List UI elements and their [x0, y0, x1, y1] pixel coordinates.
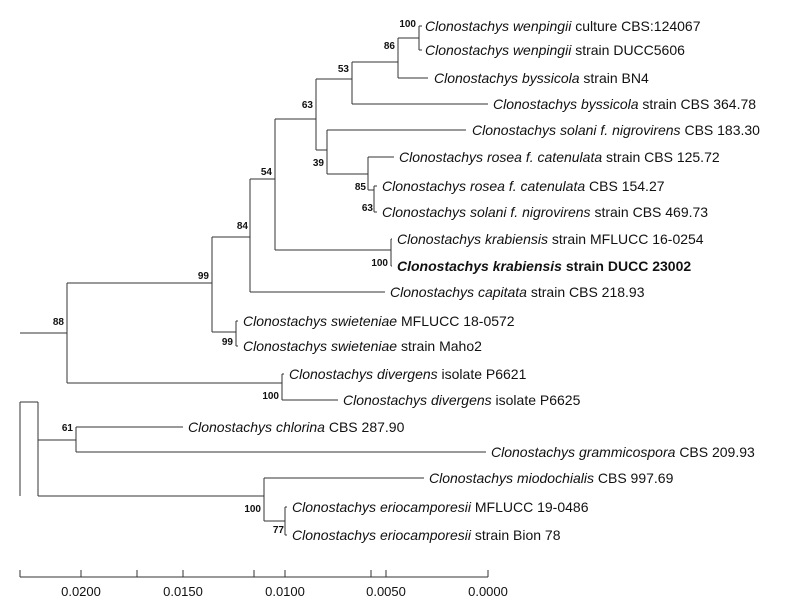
taxon-label: Clonostachys solani f. nigrovirens strai… — [382, 204, 708, 220]
bootstrap-value: 77 — [273, 525, 285, 536]
bootstrap-value: 100 — [371, 258, 388, 269]
scale-tick-label: 0.0100 — [265, 584, 305, 599]
scale-tick-label: 0.0150 — [163, 584, 203, 599]
bootstrap-value: 99 — [198, 271, 210, 282]
bootstrap-value: 85 — [355, 182, 367, 193]
taxon-label: Clonostachys miodochialis CBS 997.69 — [429, 470, 674, 486]
bootstrap-value: 99 — [222, 337, 234, 348]
bootstrap-value: 100 — [244, 504, 261, 515]
scale-tick-label: 0.0050 — [366, 584, 406, 599]
bootstrap-value: 39 — [313, 158, 325, 169]
taxon-label: Clonostachys capitata strain CBS 218.93 — [390, 284, 645, 300]
taxon-label: Clonostachys eriocamporesii MFLUCC 19-04… — [292, 499, 589, 515]
bootstrap-value: 88 — [53, 317, 65, 328]
bootstrap-value: 63 — [302, 100, 314, 111]
bootstrap-value: 63 — [362, 203, 374, 214]
scale-axis: 0.0200 0.0150 0.0100 0.0050 0.0000 — [19, 570, 508, 599]
taxon-label: Clonostachys wenpingii culture CBS:12406… — [425, 18, 701, 34]
taxon-label: Clonostachys grammicospora CBS 209.93 — [491, 444, 755, 460]
bootstrap-value: 54 — [261, 167, 273, 178]
tree-branches — [19, 25, 488, 536]
taxon-label: Clonostachys swieteniae strain Maho2 — [243, 338, 482, 354]
taxon-label: Clonostachys chlorina CBS 287.90 — [188, 419, 405, 435]
taxa-labels: Clonostachys wenpingii culture CBS:12406… — [188, 18, 760, 543]
taxon-label: Clonostachys krabiensis strain MFLUCC 16… — [397, 231, 704, 247]
taxon-label: Clonostachys byssicola strain BN4 — [434, 70, 649, 86]
taxon-label: Clonostachys rosea f. catenulata CBS 154… — [382, 178, 665, 194]
scale-tick-label: 0.0200 — [61, 584, 101, 599]
bootstrap-values: 100 86 53 63 39 85 63 54 100 84 99 99 88… — [53, 19, 417, 536]
bootstrap-value: 84 — [237, 221, 249, 232]
bootstrap-value: 53 — [338, 64, 350, 75]
bootstrap-value: 100 — [262, 391, 279, 402]
taxon-label: Clonostachys divergens isolate P6625 — [343, 392, 581, 408]
taxon-label: Clonostachys wenpingii strain DUCC5606 — [425, 42, 685, 58]
taxon-label: Clonostachys swieteniae MFLUCC 18-0572 — [243, 313, 515, 329]
taxon-label: Clonostachys divergens isolate P6621 — [289, 366, 527, 382]
taxon-label: Clonostachys eriocamporesii strain Bion … — [292, 527, 561, 543]
bootstrap-value: 61 — [62, 423, 74, 434]
scale-tick-label: 0.0000 — [468, 584, 508, 599]
bootstrap-value: 86 — [384, 41, 396, 52]
taxon-label: Clonostachys solani f. nigrovirens CBS 1… — [472, 122, 760, 138]
taxon-label-highlighted: Clonostachys krabiensis strain DUCC 2300… — [397, 258, 691, 274]
taxon-label: Clonostachys rosea f. catenulata strain … — [399, 149, 720, 165]
taxon-label: Clonostachys byssicola strain CBS 364.78 — [493, 96, 756, 112]
bootstrap-value: 100 — [399, 19, 416, 30]
